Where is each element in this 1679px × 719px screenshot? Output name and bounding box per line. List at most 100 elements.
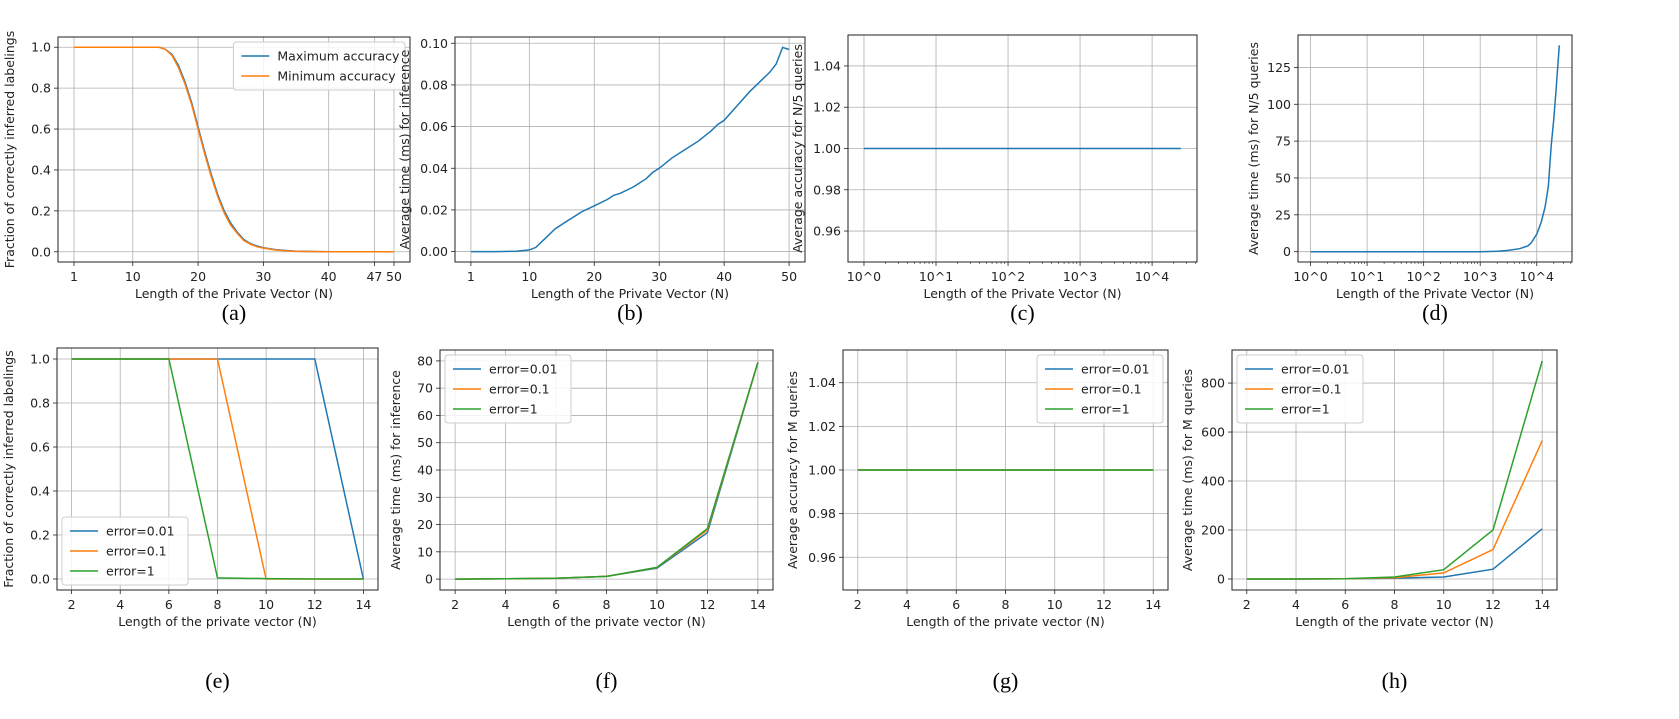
y-tick-label: 20: [417, 517, 433, 532]
series-line-Minimum accuracy: [74, 46, 394, 253]
legend-label: error=0.1: [1281, 382, 1342, 397]
y-tick-label: 30: [417, 490, 433, 505]
x-tick-label: 2: [68, 597, 76, 612]
y-tick-label: 70: [417, 381, 433, 396]
subplot-b: 1 10 20 30 40 50 0.00 0.02 0.04 0.06 0.08 0.10 Lengt…: [397, 36, 806, 325]
x-tick-label: 50: [386, 269, 402, 284]
legend: error=0.01 error=0.1 error=1: [1236, 354, 1364, 424]
legend-label: error=1: [1281, 402, 1330, 417]
y-tick-label: 0.08: [420, 77, 448, 92]
legend-label: Minimum accuracy: [277, 69, 396, 84]
y-tick-label: 0.2: [31, 203, 51, 218]
y-axis-label: Average time (ms) for N/5 queries: [1246, 42, 1261, 255]
y-tick-label: 0.8: [30, 396, 50, 411]
x-tick-label: 4: [1292, 597, 1300, 612]
axes-frame: [847, 34, 1198, 263]
legend: Maximum accuracy Minimum accuracy: [232, 41, 406, 91]
x-tick-label: 12: [699, 597, 715, 612]
legend-frame: [1236, 354, 1364, 424]
x-tick-label: 4: [502, 597, 510, 612]
y-tick-label: 0.96: [808, 550, 836, 565]
x-tick-label: 10: [521, 269, 537, 284]
x-tick-label: 10^3: [1063, 269, 1097, 284]
x-tick-label: 6: [1341, 597, 1349, 612]
y-tick-label: 400: [1201, 474, 1225, 489]
y-tick-label: 50: [1275, 170, 1291, 185]
subplot-caption: (g): [993, 668, 1019, 693]
x-axis-label: Length of the Private Vector (N): [1336, 286, 1534, 301]
legend-frame: [232, 41, 406, 91]
legend-label: error=0.01: [106, 524, 175, 539]
subplot-f: 2 4 6 8 10 12 14 0 10 20 30 40 50 60 70 80 Length of the…: [388, 349, 774, 693]
y-tick-label: 100: [1267, 97, 1291, 112]
x-tick-label: 10^2: [991, 269, 1025, 284]
x-tick-label: 14: [1145, 597, 1161, 612]
x-tick-label: 14: [1534, 597, 1550, 612]
series-line-error=1: [1246, 360, 1543, 580]
y-tick-label: 0.6: [31, 122, 51, 137]
x-axis-label: Length of the Private Vector (N): [923, 286, 1121, 301]
x-tick-label: 6: [552, 597, 560, 612]
x-tick-label: 12: [1485, 597, 1501, 612]
y-tick-label: 50: [417, 435, 433, 450]
y-tick-label: 75: [1275, 134, 1291, 149]
x-tick-label: 20: [586, 269, 602, 284]
axes-frame: [1231, 349, 1558, 591]
y-tick-label: 800: [1201, 376, 1225, 391]
x-axis-label: Length of the Private Vector (N): [531, 286, 729, 301]
y-tick-label: 0.8: [31, 81, 51, 96]
legend-label: error=1: [489, 402, 538, 417]
subplot-d: 10^0 10^1 10^2 10^3 10^4 0 25 50 75 100 125 Length …: [1246, 34, 1573, 325]
y-tick-label: 1.00: [813, 141, 841, 156]
x-tick-label: 10: [1436, 597, 1452, 612]
x-tick-label: 10^2: [1406, 269, 1440, 284]
y-axis-label: Average time (ms) for inference: [397, 49, 412, 249]
subplot-caption: (f): [596, 668, 618, 693]
axes-frame: [1297, 34, 1573, 263]
x-tick-label: 14: [355, 597, 371, 612]
y-tick-label: 40: [417, 463, 433, 478]
x-axis-label: Length of the private vector (N): [118, 614, 317, 629]
y-tick-label: 10: [417, 544, 433, 559]
x-tick-label: 1: [70, 269, 78, 284]
x-tick-label: 12: [1096, 597, 1112, 612]
legend: error=0.01 error=0.1 error=1: [61, 516, 189, 586]
axes-frame: [439, 349, 774, 591]
x-tick-label: 30: [651, 269, 667, 284]
x-tick-label: 8: [1391, 597, 1399, 612]
x-tick-label: 2: [451, 597, 459, 612]
x-tick-label: 30: [255, 269, 271, 284]
y-tick-label: 1.0: [30, 352, 50, 367]
y-tick-label: 0.4: [31, 162, 51, 177]
y-tick-label: 0: [1283, 244, 1291, 259]
axes-frame: [57, 36, 411, 263]
x-tick-label: 10^4: [1135, 269, 1169, 284]
y-tick-label: 0.02: [420, 202, 448, 217]
y-tick-label: 1.04: [813, 58, 841, 73]
axes-frame: [454, 36, 806, 263]
x-tick-label: 1: [467, 269, 475, 284]
y-tick-label: 0.4: [30, 484, 50, 499]
subplot-caption: (a): [222, 300, 246, 325]
subplot-caption: (b): [617, 300, 643, 325]
x-tick-label: 10: [125, 269, 141, 284]
series-line-data: [1310, 45, 1561, 253]
y-tick-label: 600: [1201, 425, 1225, 440]
x-tick-label: 10^1: [1350, 269, 1384, 284]
y-tick-label: 1.02: [813, 100, 841, 115]
y-tick-label: 0.96: [813, 224, 841, 239]
y-tick-label: 200: [1201, 523, 1225, 538]
x-tick-label: 4: [903, 597, 911, 612]
x-tick-label: 2: [1243, 597, 1251, 612]
x-tick-label: 10: [1047, 597, 1063, 612]
y-tick-label: 0.10: [420, 36, 448, 51]
legend-label: Maximum accuracy: [277, 49, 400, 64]
axes-frame: [842, 349, 1169, 591]
subplot-g: 2 4 6 8 10 12 14 0.96 0.98 1.00 1.02 1.04 Length of …: [785, 349, 1169, 693]
x-tick-label: 6: [165, 597, 173, 612]
y-tick-label: 0.98: [813, 182, 841, 197]
y-tick-label: 125: [1267, 60, 1291, 75]
x-tick-label: 10^3: [1463, 269, 1497, 284]
y-axis-label: Average time (ms) for inference: [388, 370, 403, 570]
